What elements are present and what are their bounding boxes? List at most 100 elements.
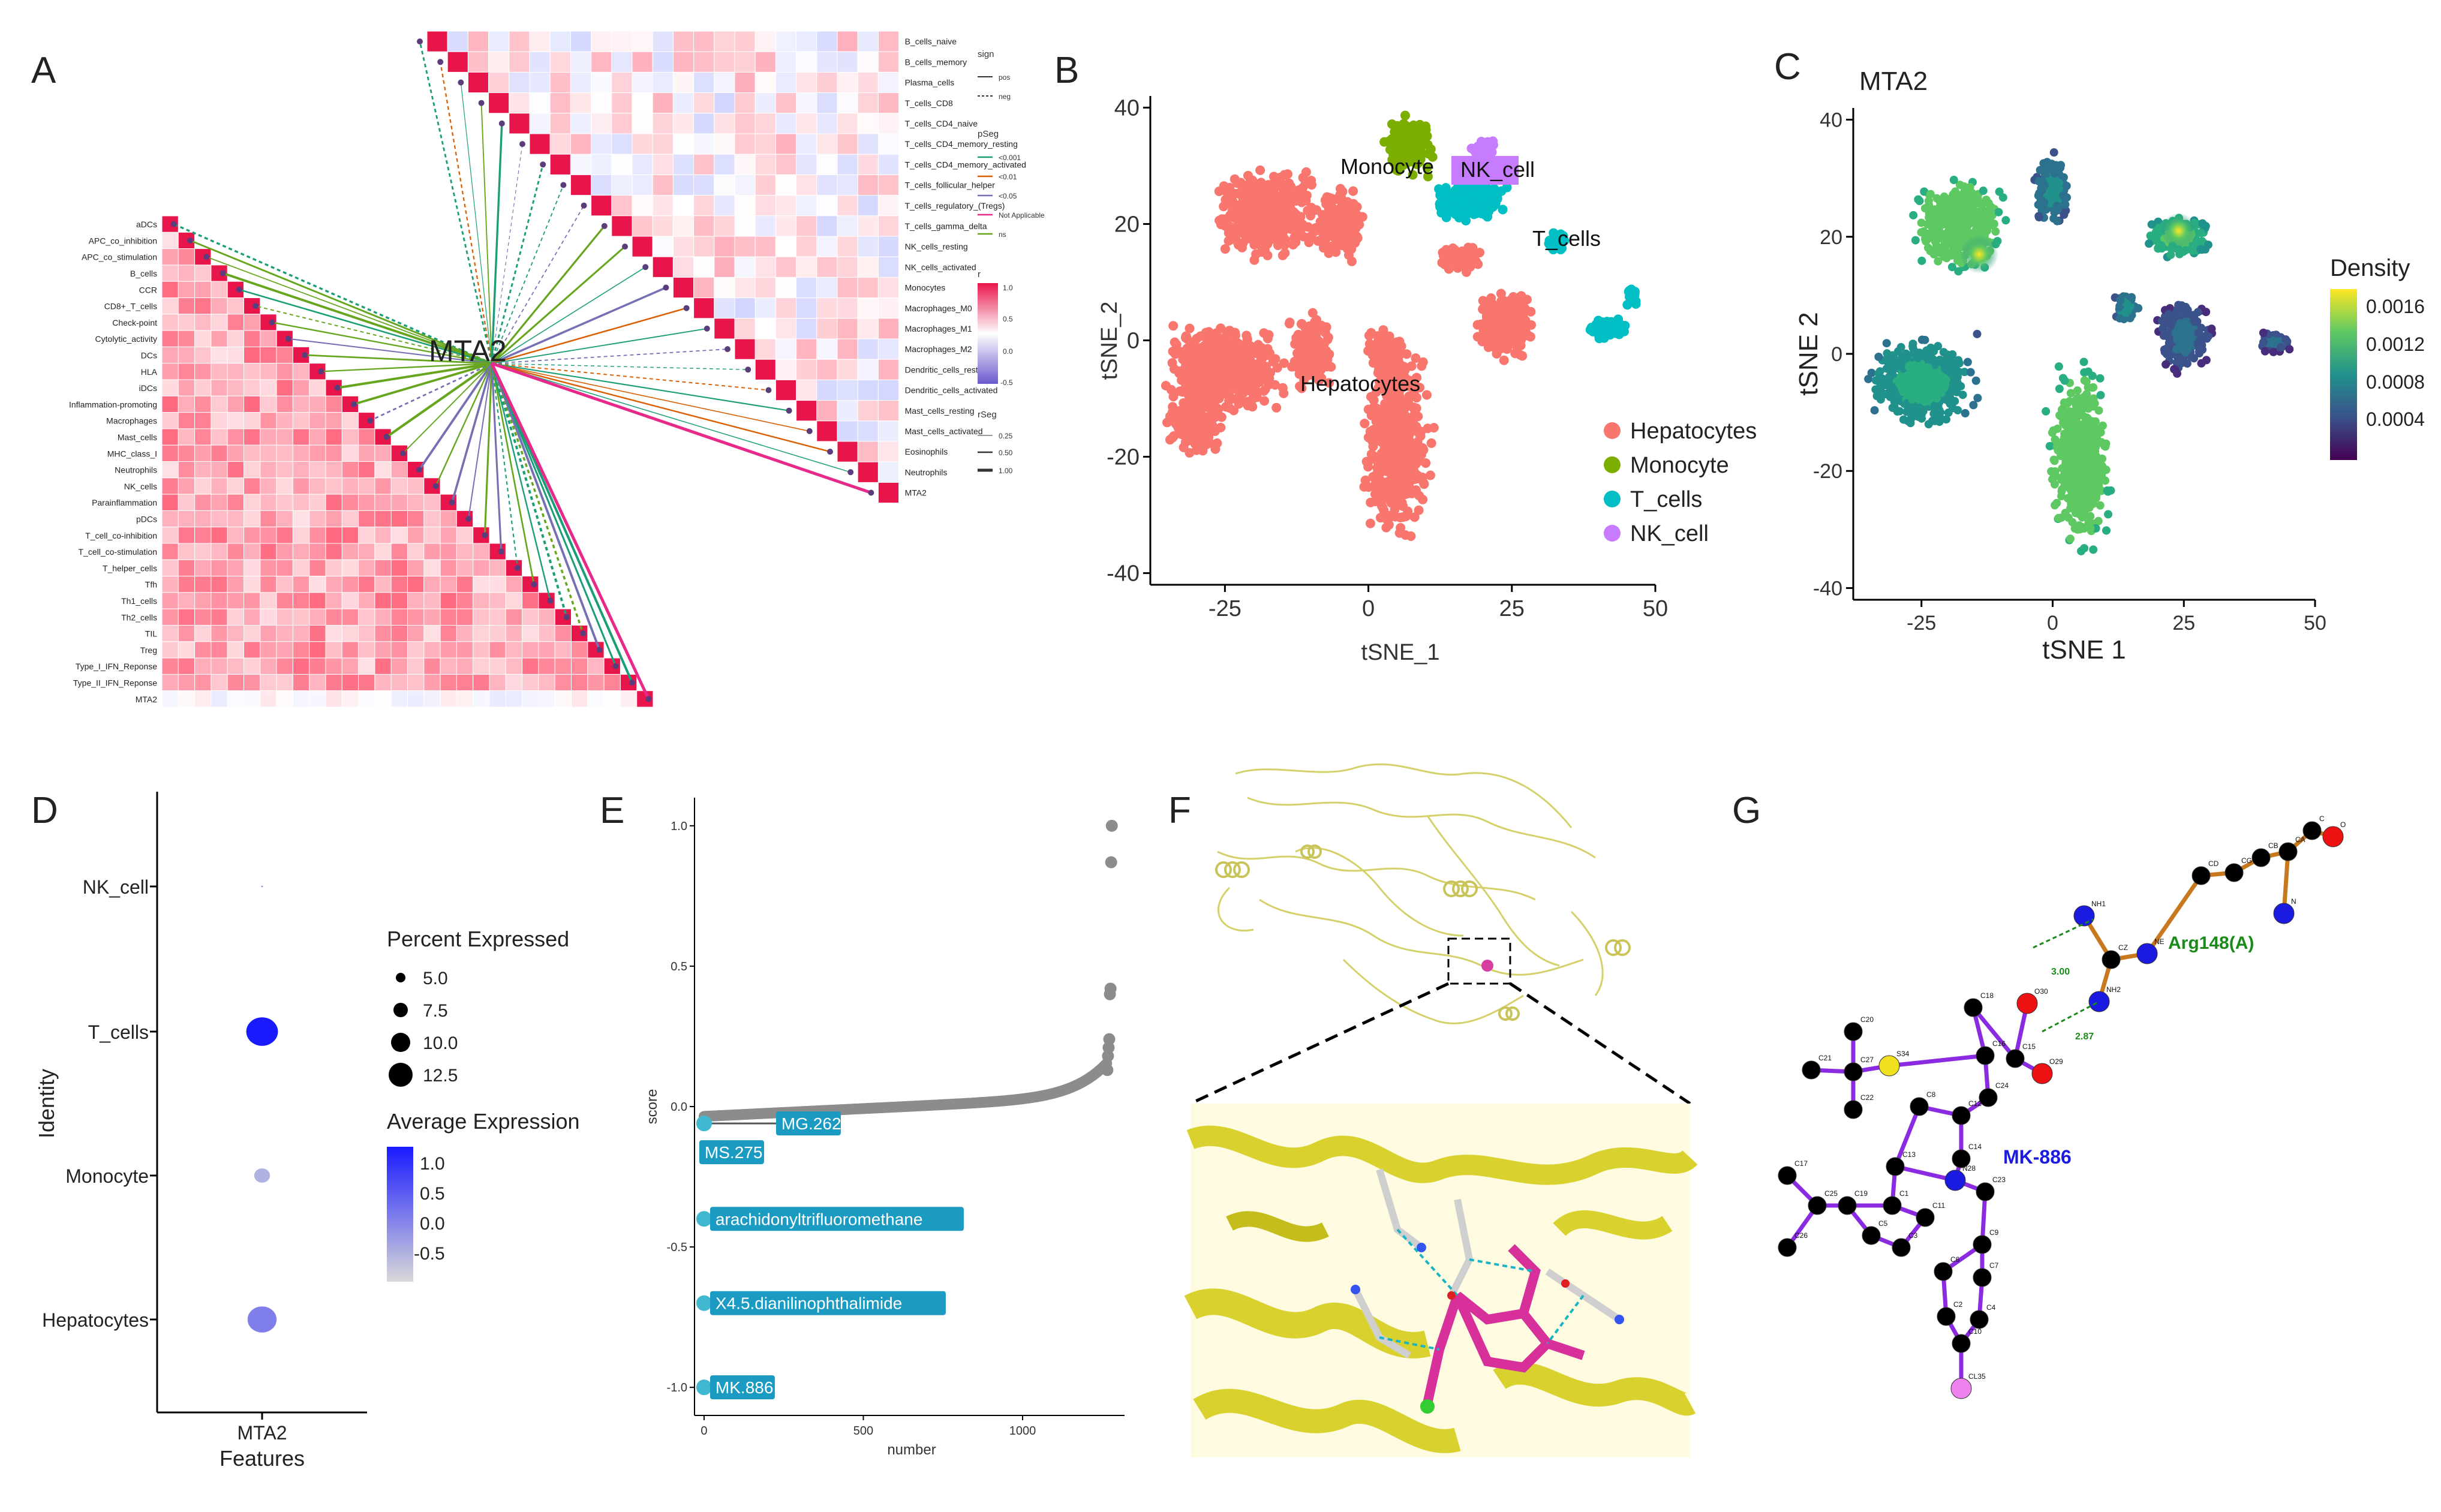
legend-r-colorbar [978,283,998,384]
tsne-point [1421,458,1431,468]
heat-cell [734,338,756,360]
link-endpoint [601,223,608,229]
heat-cell [276,608,293,626]
heat-cell [211,477,228,495]
left-feature-label: T_helper_cells [103,563,157,573]
heat-cell [816,297,838,319]
heat-cell [837,379,858,401]
heat-cell [611,154,633,175]
tsne-point [1162,417,1172,428]
tsne-point [1462,199,1472,209]
heat-cell [390,527,408,544]
heat-cell [309,674,326,692]
heat-cell [611,215,633,237]
heat-cell [632,195,653,217]
tsne-point [1235,372,1246,382]
heat-cell [489,608,506,626]
heat-cell [734,276,756,299]
tsne-point [1240,384,1250,394]
x-tick-label: 50 [1643,596,1668,621]
heat-cell [244,494,261,511]
density-point [1963,357,1972,366]
density-point [2001,216,2010,225]
heat-cell [292,494,310,511]
tsne-point [1517,351,1528,361]
left-feature-label: aDCs [136,220,157,229]
heat-cell [529,71,551,94]
heat-cell [816,318,838,339]
heat-cell [178,264,196,282]
tsne-point [1593,315,1603,326]
heat-cell [857,31,879,52]
density-point [1871,376,1880,385]
heat-cell [358,428,375,446]
heat-cell [440,657,457,675]
heat-cell [877,92,900,114]
heat-cell [857,461,879,483]
heat-cell [358,625,375,642]
heat-cell [505,592,523,609]
heat-cell [244,690,261,708]
heat-cell [211,674,228,692]
legend-label-monocyte: Monocyte [1630,453,1729,478]
left-triangular-heatmap [161,215,654,708]
tsne-point [1353,211,1363,221]
left-feature-label: Inflammation-promoting [69,399,157,409]
correlation-link [491,362,831,453]
left-feature-label: APC_co_stimulation [82,252,157,262]
tsne-point [1516,335,1526,345]
tsne-point [1409,410,1420,420]
density-point [1969,203,1978,212]
heat-cell [194,281,212,299]
tsne-point [1426,144,1436,154]
heat-cell [816,51,838,73]
tsne-point [1264,330,1274,340]
heat-cell [489,592,506,609]
heat-cell [227,657,245,675]
right-feature-label: T_cells_CD4_memory_activated [905,160,1026,169]
heat-cell [260,412,277,429]
correlation-link [491,363,769,391]
right-feature-label: MTA2 [905,488,927,498]
heat-cell [227,314,245,331]
panel-letter-a: A [31,50,56,91]
heat-cell [390,690,408,708]
heat-cell [211,363,228,380]
heat-cell [161,510,179,528]
heat-cell [652,113,674,134]
correlation-link [402,363,492,454]
heat-cell [227,625,245,642]
tsne-point [1415,426,1426,437]
heat-cell [309,576,326,593]
heat-cell [632,71,653,94]
heat-cell [672,113,695,134]
heat-cell [440,527,457,544]
density-point [1920,335,1929,344]
heat-cell [652,215,674,237]
heat-cell [178,527,196,544]
correlation-link [321,362,492,372]
link-endpoint [519,141,525,148]
heat-cell [796,256,817,278]
correlation-link [491,363,851,473]
heat-cell [611,92,633,114]
heat-cell [358,527,375,544]
density-point [1955,200,1964,209]
heat-cell [194,314,212,331]
heat-cell [754,338,776,360]
heat-cell [341,559,359,577]
tsne-point [1298,173,1308,183]
heat-cell [423,494,441,511]
tsne-point [1515,294,1525,305]
heat-cell [693,31,715,52]
heat-cell [611,71,633,94]
heat-cell [877,400,900,422]
right-feature-label: T_cells_CD8 [905,98,953,108]
heat-cell [796,154,817,175]
link-endpoint [596,647,603,653]
tsne-point [1288,239,1298,250]
correlation-link [491,266,646,364]
tsne-point [1296,319,1306,329]
heat-cell [632,31,653,52]
heat-cell [244,559,261,577]
